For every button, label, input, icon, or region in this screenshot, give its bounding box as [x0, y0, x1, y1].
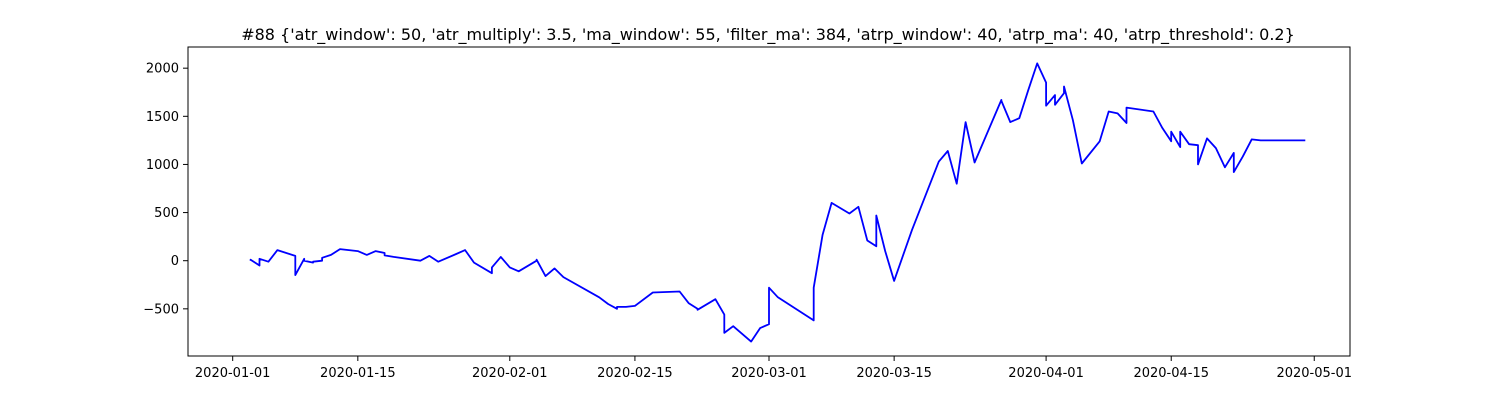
chart-title: #88 {'atr_window': 50, 'atr_multiply': 3…	[241, 25, 1295, 45]
series-line-0	[249, 62, 1306, 343]
y-tick-label: 1500	[146, 110, 179, 125]
plot-area	[249, 62, 1306, 343]
x-tick-label: 2020-01-15	[320, 366, 396, 381]
y-tick-label: 2000	[146, 62, 179, 77]
y-tick-label: 1000	[146, 158, 179, 173]
x-tick-label: 2020-05-01	[1276, 366, 1352, 381]
x-tick-label: 2020-01-01	[195, 366, 271, 381]
y-tick-label: 0	[171, 254, 179, 269]
y-tick-label: −500	[143, 302, 179, 317]
y-tick-label: 500	[154, 206, 179, 221]
x-tick-label: 2020-02-01	[472, 366, 548, 381]
x-tick-label: 2020-03-01	[731, 366, 807, 381]
x-tick-label: 2020-04-15	[1133, 366, 1209, 381]
axes: 2020-01-01 2020-01-15 2020-02-01 2020-02-15…	[143, 46, 1352, 381]
x-tick-label: 2020-02-15	[597, 366, 673, 381]
x-tick-label: 2020-03-15	[856, 366, 932, 381]
x-tick-label: 2020-04-01	[1008, 366, 1084, 381]
